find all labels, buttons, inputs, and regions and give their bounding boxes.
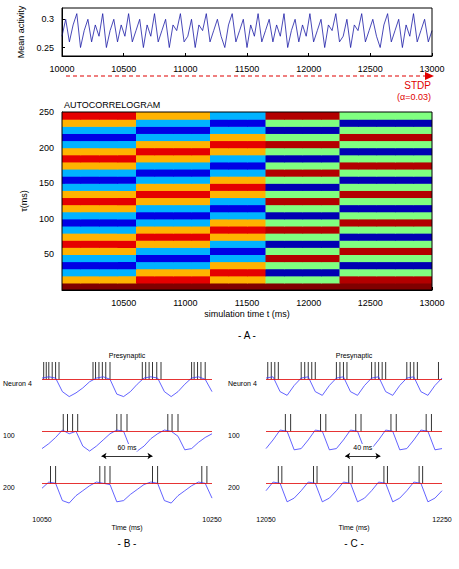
svg-text:100: 100 bbox=[3, 432, 15, 439]
svg-text:STDP: STDP bbox=[404, 80, 431, 91]
svg-text:10500: 10500 bbox=[111, 298, 136, 308]
svg-text:11500: 11500 bbox=[235, 64, 259, 74]
svg-text:250: 250 bbox=[39, 107, 54, 117]
svg-text:12000: 12000 bbox=[296, 64, 321, 74]
svg-text:0.3: 0.3 bbox=[41, 14, 54, 24]
svg-text:12050: 12050 bbox=[256, 516, 276, 523]
svg-text:13000: 13000 bbox=[419, 298, 444, 308]
svg-text:10000: 10000 bbox=[49, 64, 74, 74]
svg-text:Neuron 4: Neuron 4 bbox=[228, 380, 257, 387]
svg-text:10050: 10050 bbox=[32, 516, 52, 523]
svg-text:- A -: - A - bbox=[238, 330, 256, 341]
svg-text:200: 200 bbox=[3, 484, 15, 491]
svg-text:10500: 10500 bbox=[111, 64, 136, 74]
svg-text:100: 100 bbox=[228, 432, 240, 439]
svg-text:13000: 13000 bbox=[419, 64, 444, 74]
svg-text:simulation time t (ms): simulation time t (ms) bbox=[204, 309, 290, 319]
svg-text:(α=0.03): (α=0.03) bbox=[397, 92, 431, 102]
svg-text:10250: 10250 bbox=[202, 516, 222, 523]
svg-text:200: 200 bbox=[228, 484, 240, 491]
svg-text:12000: 12000 bbox=[296, 298, 321, 308]
svg-text:60 ms: 60 ms bbox=[117, 444, 137, 451]
svg-text:Presynaptic: Presynaptic bbox=[109, 352, 146, 360]
svg-text:0.25: 0.25 bbox=[36, 43, 54, 53]
svg-text:200: 200 bbox=[39, 143, 54, 153]
svg-text:τ(ms): τ(ms) bbox=[19, 190, 29, 212]
svg-text:11000: 11000 bbox=[173, 64, 197, 74]
svg-text:11500: 11500 bbox=[235, 298, 259, 308]
svg-text:Time (ms): Time (ms) bbox=[111, 524, 142, 532]
svg-text:Presynaptic: Presynaptic bbox=[336, 352, 373, 360]
svg-text:40 ms: 40 ms bbox=[353, 444, 373, 451]
svg-text:12500: 12500 bbox=[358, 298, 383, 308]
svg-text:Mean activity: Mean activity bbox=[16, 5, 26, 58]
svg-text:12250: 12250 bbox=[432, 516, 452, 523]
svg-text:100: 100 bbox=[39, 214, 54, 224]
svg-text:11000: 11000 bbox=[173, 298, 197, 308]
svg-text:AUTOCORRELOGRAM: AUTOCORRELOGRAM bbox=[64, 100, 160, 110]
svg-text:150: 150 bbox=[39, 178, 54, 188]
svg-text:- B -: - B - bbox=[118, 538, 137, 549]
svg-text:- C -: - C - bbox=[344, 538, 363, 549]
svg-text:50: 50 bbox=[44, 249, 54, 259]
svg-text:Neuron 4: Neuron 4 bbox=[3, 380, 32, 387]
svg-text:Time (ms): Time (ms) bbox=[338, 524, 369, 532]
svg-text:12500: 12500 bbox=[358, 64, 383, 74]
